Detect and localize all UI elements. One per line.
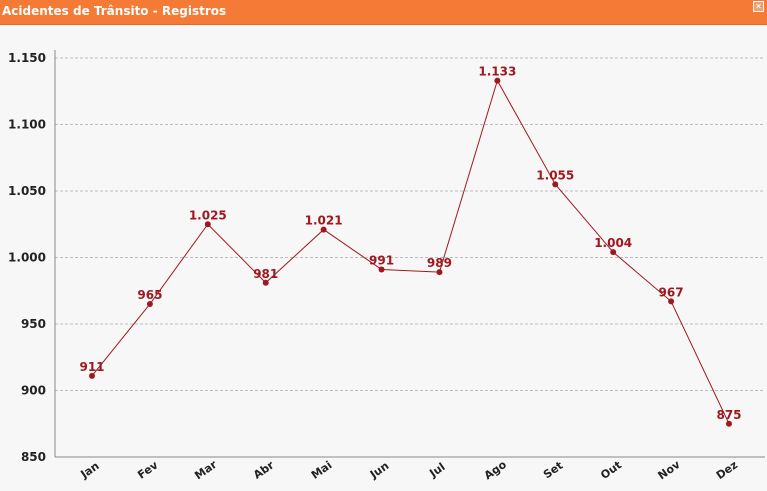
- x-tick-label: Jan: [78, 459, 102, 481]
- y-tick-label: 1.100: [8, 118, 46, 132]
- title-bar: Acidentes de Trânsito - Registros ✕: [0, 0, 767, 25]
- window-title: Acidentes de Trânsito - Registros: [2, 4, 227, 18]
- data-label: 1.004: [594, 236, 632, 250]
- x-tick-label: Out: [598, 458, 624, 482]
- data-label: 1.021: [305, 214, 343, 228]
- data-label: 965: [137, 288, 162, 302]
- data-point[interactable]: [668, 298, 675, 305]
- x-tick-label: Mai: [309, 458, 335, 481]
- x-tick-label: Fev: [135, 458, 161, 482]
- data-label: 989: [427, 256, 452, 270]
- data-point[interactable]: [204, 221, 211, 228]
- x-tick-label: Jun: [367, 459, 391, 482]
- data-point[interactable]: [726, 420, 732, 427]
- line-chart: 850 900 950 1.000 1.050 1.100 1.150 Jan Fev Mar Ab…: [8, 50, 765, 483]
- data-label: 1.055: [536, 168, 574, 182]
- data-point[interactable]: [436, 269, 443, 276]
- y-tick-label: 950: [21, 317, 46, 331]
- y-tick-label: 1.000: [8, 251, 46, 265]
- series-line: [91, 79, 730, 424]
- x-tick-label: Ago: [482, 458, 509, 483]
- y-tick-label: 900: [21, 384, 46, 398]
- data-label: 911: [79, 360, 104, 374]
- data-point[interactable]: [89, 372, 95, 379]
- data-point[interactable]: [320, 226, 327, 233]
- x-tick-label: Set: [541, 459, 565, 481]
- data-label: 1.025: [189, 208, 227, 222]
- data-point[interactable]: [378, 266, 385, 273]
- x-tick-label: Mar: [192, 458, 219, 483]
- data-label: 967: [659, 285, 684, 299]
- data-label: 991: [369, 253, 394, 267]
- x-tick-label: Nov: [656, 457, 684, 482]
- y-tick-label: 1.150: [8, 51, 46, 65]
- x-tick-label: Jul: [426, 460, 447, 480]
- x-tick-label: Abr: [251, 458, 277, 481]
- data-label: 981: [253, 267, 278, 281]
- data-point[interactable]: [494, 77, 501, 84]
- y-tick-label: 1.050: [8, 184, 46, 198]
- data-label: 875: [716, 408, 741, 422]
- x-tick-label: Dez: [714, 458, 740, 482]
- data-point[interactable]: [610, 249, 617, 256]
- chart-area: 850 900 950 1.000 1.050 1.100 1.150 Jan Fev Mar Ab…: [0, 25, 767, 487]
- data-point[interactable]: [146, 301, 153, 308]
- close-icon[interactable]: ✕: [753, 1, 764, 12]
- data-point[interactable]: [262, 279, 269, 286]
- y-tick-label: 850: [21, 450, 46, 464]
- data-label: 1.133: [478, 65, 516, 79]
- data-point[interactable]: [552, 181, 559, 188]
